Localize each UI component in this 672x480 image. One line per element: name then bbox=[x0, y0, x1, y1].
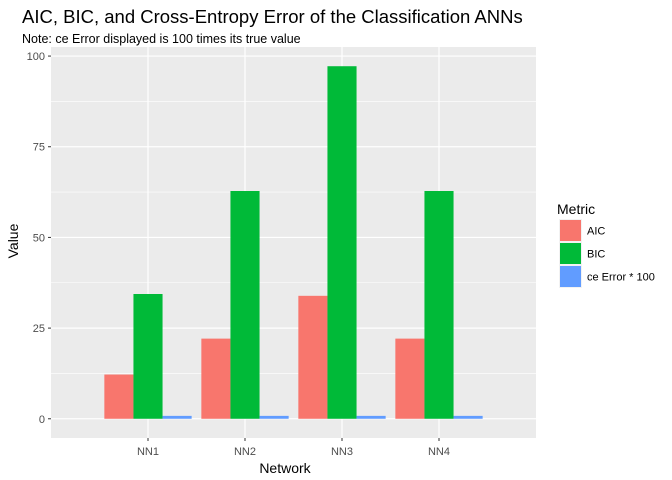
legend-label: AIC bbox=[587, 226, 605, 238]
y-tick-label: 25 bbox=[33, 323, 45, 335]
bar-aic-nn4 bbox=[395, 338, 425, 419]
bar-ce-error-100-nn3 bbox=[356, 415, 386, 419]
x-tick-label: NN1 bbox=[137, 446, 159, 458]
bars-group bbox=[104, 66, 483, 419]
chart-subtitle: Note: ce Error displayed is 100 times it… bbox=[22, 32, 301, 46]
legend-label: ce Error * 100 bbox=[587, 272, 655, 284]
x-axis-ticks: NN1 NN2 NN3 NN4 bbox=[137, 438, 450, 458]
bar-bic-nn2 bbox=[230, 190, 260, 419]
bar-bic-nn3 bbox=[327, 66, 357, 419]
plot-panel bbox=[51, 47, 536, 438]
legend-title: Metric bbox=[557, 201, 595, 217]
x-tick-label: NN3 bbox=[331, 446, 353, 458]
legend: Metric AIC BIC ce Error * 100 bbox=[557, 201, 655, 288]
bar-ce-error-100-nn4 bbox=[453, 415, 483, 419]
bar-ce-error-100-nn1 bbox=[162, 415, 192, 419]
bar-ce-error-100-nn2 bbox=[259, 415, 289, 419]
chart-title: AIC, BIC, and Cross-Entropy Error of the… bbox=[22, 6, 523, 27]
x-tick-label: NN4 bbox=[428, 446, 450, 458]
legend-swatch bbox=[560, 266, 581, 287]
bar-aic-nn2 bbox=[201, 338, 231, 419]
legend-label: BIC bbox=[587, 249, 605, 261]
x-tick-label: NN2 bbox=[234, 446, 256, 458]
bar-bic-nn4 bbox=[424, 190, 454, 419]
legend-swatch bbox=[560, 220, 581, 241]
y-axis-ticks: 0 25 50 75 100 bbox=[27, 51, 51, 426]
y-tick-label: 50 bbox=[33, 232, 45, 244]
legend-swatch bbox=[560, 243, 581, 264]
y-tick-label: 100 bbox=[27, 51, 45, 63]
grid-minor bbox=[51, 101, 536, 374]
bar-aic-nn1 bbox=[104, 374, 134, 419]
y-tick-label: 75 bbox=[33, 142, 45, 154]
bar-aic-nn3 bbox=[298, 295, 328, 419]
x-axis-title: Network bbox=[259, 460, 311, 476]
y-tick-label: 0 bbox=[39, 414, 45, 426]
y-axis-title: Value bbox=[5, 223, 21, 258]
bar-bic-nn1 bbox=[133, 294, 163, 419]
